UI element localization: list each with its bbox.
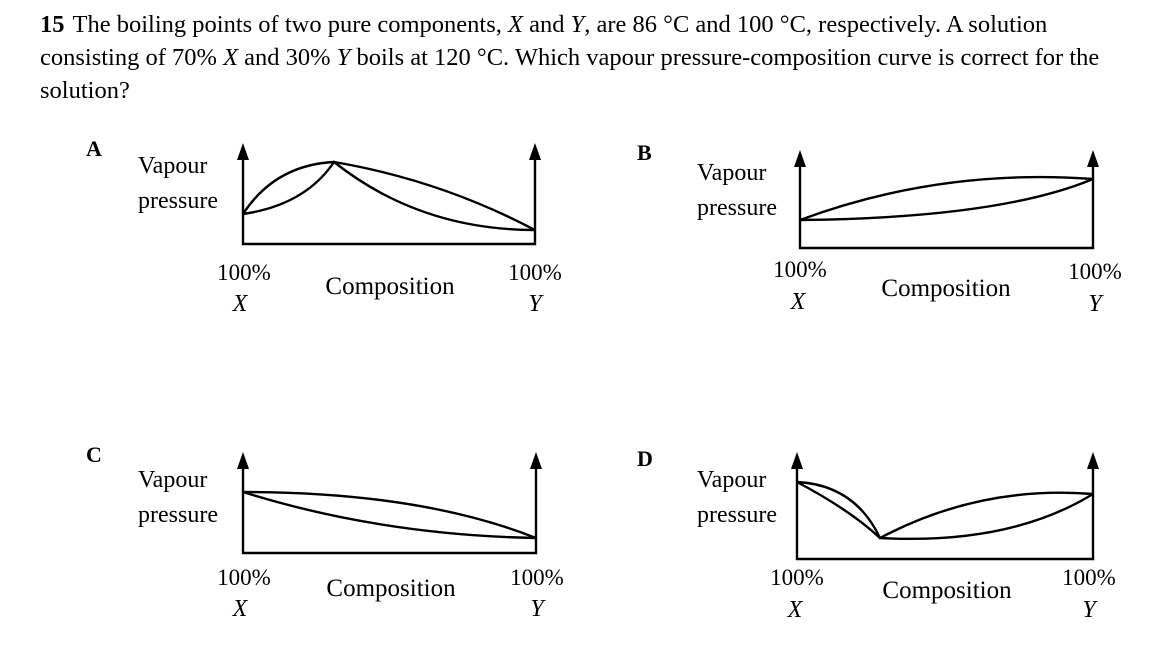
option-letter-d: D xyxy=(637,446,653,471)
question-text-segment: and xyxy=(522,11,571,38)
question-text-segment: The boiling points of two pure component… xyxy=(72,11,508,38)
tick-b-left: 100% xyxy=(773,257,827,282)
axes-c xyxy=(237,452,542,555)
ylabel-a-line2: pressure xyxy=(138,188,218,214)
curve-a-upper xyxy=(241,160,536,232)
question-text-segment: boils at 120 °C. Which vapour pressure-c… xyxy=(40,44,1100,104)
tick-a-left: 100% xyxy=(217,260,271,285)
tick-a-left-var: X xyxy=(232,291,249,317)
tick-d-right: 100% xyxy=(1062,565,1116,590)
tick-c-right: 100% xyxy=(510,565,564,590)
question-variable: Y xyxy=(336,44,351,71)
option-d[interactable]: D Vapour pressure 100% X Composition 100… xyxy=(637,446,1116,623)
option-letter-b: B xyxy=(637,140,652,165)
axes-a xyxy=(237,143,541,246)
curve-b-upper xyxy=(799,175,1094,222)
ylabel-c-line1: Vapour xyxy=(138,467,207,493)
question-variable: X xyxy=(223,44,239,71)
tick-c-left-var: X xyxy=(232,596,249,622)
option-letter-c: C xyxy=(86,442,102,467)
question-text-segment: and 30% xyxy=(238,44,337,71)
axes-b xyxy=(794,150,1099,250)
curve-d-upper xyxy=(796,480,1094,540)
question-text-segment: , are 86 °C and 100 °C, respectively. A … xyxy=(40,11,1048,71)
tick-a-right: 100% xyxy=(508,260,562,285)
ylabel-d-line1: Vapour xyxy=(697,467,766,493)
question-number: 15 xyxy=(40,11,65,38)
tick-c-right-var: Y xyxy=(530,596,546,622)
question-variable: X xyxy=(508,11,523,38)
ylabel-d-line2: pressure xyxy=(697,502,777,528)
question-variable: Y xyxy=(570,11,585,38)
option-letter-a: A xyxy=(86,136,102,161)
option-c[interactable]: C Vapour pressure 100% X Composition 100… xyxy=(86,442,564,622)
ylabel-b-line2: pressure xyxy=(697,195,777,221)
question-body: The boiling points of two pure component… xyxy=(40,11,1099,104)
xlabel-c: Composition xyxy=(326,575,456,602)
tick-b-right: 100% xyxy=(1068,259,1122,284)
tick-b-right-var: Y xyxy=(1088,291,1104,317)
option-a[interactable]: A Vapour pressure 100% X Composition 100… xyxy=(86,136,562,317)
option-b[interactable]: B Vapour pressure 100% X Composition 100… xyxy=(637,140,1122,317)
axes-d xyxy=(791,452,1099,561)
ylabel-a-line1: Vapour xyxy=(138,153,207,179)
tick-d-right-var: Y xyxy=(1082,597,1098,623)
ylabel-b-line1: Vapour xyxy=(697,160,766,186)
tick-d-left: 100% xyxy=(770,565,824,590)
curve-a-lower xyxy=(242,160,536,232)
tick-a-right-var: Y xyxy=(528,291,544,317)
xlabel-a: Composition xyxy=(325,273,455,300)
xlabel-d: Composition xyxy=(882,577,1012,604)
tick-c-left: 100% xyxy=(217,565,271,590)
tick-d-left-var: X xyxy=(787,597,804,623)
question-text: 15 The boiling points of two pure compone… xyxy=(40,8,1145,107)
curve-c-upper xyxy=(242,490,537,540)
curve-c-lower xyxy=(242,490,537,540)
tick-b-left-var: X xyxy=(790,289,807,315)
curve-b-lower xyxy=(799,177,1094,222)
xlabel-b: Composition xyxy=(881,275,1011,302)
curve-d-lower xyxy=(796,480,1094,541)
ylabel-c-line2: pressure xyxy=(138,502,218,528)
